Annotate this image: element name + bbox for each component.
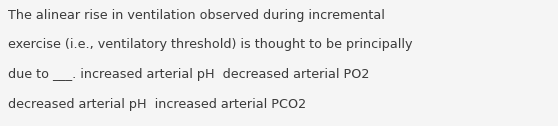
Text: exercise (i.e., ventilatory threshold) is thought to be principally: exercise (i.e., ventilatory threshold) i… (8, 38, 413, 51)
Text: decreased arterial pH  increased arterial PCO2: decreased arterial pH increased arterial… (8, 98, 306, 111)
Text: due to ___. increased arterial pH  decreased arterial PO2: due to ___. increased arterial pH decrea… (8, 68, 370, 81)
Text: The alinear rise in ventilation observed during incremental: The alinear rise in ventilation observed… (8, 9, 385, 22)
